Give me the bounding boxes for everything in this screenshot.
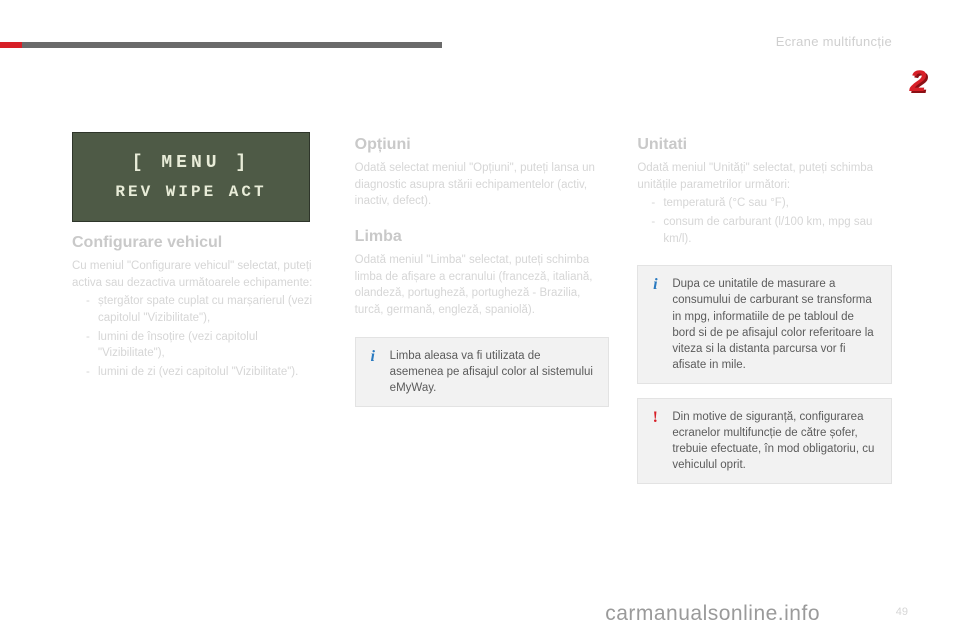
block-limba: Limba Odată meniul "Limba" selectat, put… <box>355 228 610 319</box>
list-item: temperatură (°C sau °F), <box>651 195 892 212</box>
list-configurare: ștergător spate cuplat cu marșarierul (v… <box>86 293 327 380</box>
header-grey-bar <box>22 42 442 48</box>
note-unitati-warn-text: Din motive de siguranță, configurarea ec… <box>672 411 874 471</box>
watermark: carmanualsonline.info <box>605 602 820 626</box>
list-item: lumini de zi (vezi capitolul "Vizibilita… <box>86 364 327 381</box>
chapter-badge: 2 <box>898 62 938 102</box>
header-title: Ecrane multifuncție <box>776 34 892 49</box>
list-unitati: temperatură (°C sau °F), consum de carbu… <box>651 195 892 247</box>
lcd-screenshot: [ MENU ] REV WIPE ACT <box>72 132 310 222</box>
body-limba: Odată meniul "Limba" selectat, puteți sc… <box>355 252 610 319</box>
heading-unitati: Unitati <box>637 136 892 154</box>
body-optiuni: Odată selectat meniul "Opțiuni", puteți … <box>355 160 610 210</box>
lcd-line-2: REV WIPE ACT <box>73 183 309 201</box>
page-number: 49 <box>896 606 908 618</box>
body-unitati: Odată meniul "Unități" selectat, puteți … <box>637 160 892 193</box>
content-region: [ MENU ] REV WIPE ACT Configurare vehicu… <box>72 132 892 484</box>
warning-icon: ! <box>646 407 664 425</box>
list-item: ștergător spate cuplat cu marșarierul (v… <box>86 293 327 326</box>
heading-configurare: Configurare vehicul <box>72 234 327 252</box>
list-item: consum de carburant (l/100 km, mpg sau k… <box>651 214 892 247</box>
heading-optiuni: Opțiuni <box>355 136 610 154</box>
info-icon: i <box>364 346 382 364</box>
lcd-line-1: [ MENU ] <box>73 153 309 173</box>
column-1: [ MENU ] REV WIPE ACT Configurare vehicu… <box>72 132 327 484</box>
note-limba-text: Limba aleasa va fi utilizata de asemenea… <box>390 350 593 394</box>
column-2: Opțiuni Odată selectat meniul "Opțiuni",… <box>355 132 610 484</box>
intro-configurare: Cu meniul "Configurare vehicul" selectat… <box>72 258 327 291</box>
note-unitati-info-text: Dupa ce unitatile de masurare a consumul… <box>672 278 873 370</box>
column-3: Unitati Odată meniul "Unități" selectat,… <box>637 132 892 484</box>
note-unitati-warn: ! Din motive de siguranță, configurarea … <box>637 398 892 484</box>
list-item: lumini de însoțire (vezi capitolul "Vizi… <box>86 329 327 362</box>
block-unitati: Unitati Odată meniul "Unități" selectat,… <box>637 136 892 247</box>
note-unitati-info: i Dupa ce unitatile de masurare a consum… <box>637 265 892 384</box>
heading-limba: Limba <box>355 228 610 246</box>
info-icon: i <box>646 274 664 292</box>
header-red-bar <box>0 42 22 48</box>
block-optiuni: Opțiuni Odată selectat meniul "Opțiuni",… <box>355 136 610 210</box>
note-limba: i Limba aleasa va fi utilizata de asemen… <box>355 337 610 407</box>
